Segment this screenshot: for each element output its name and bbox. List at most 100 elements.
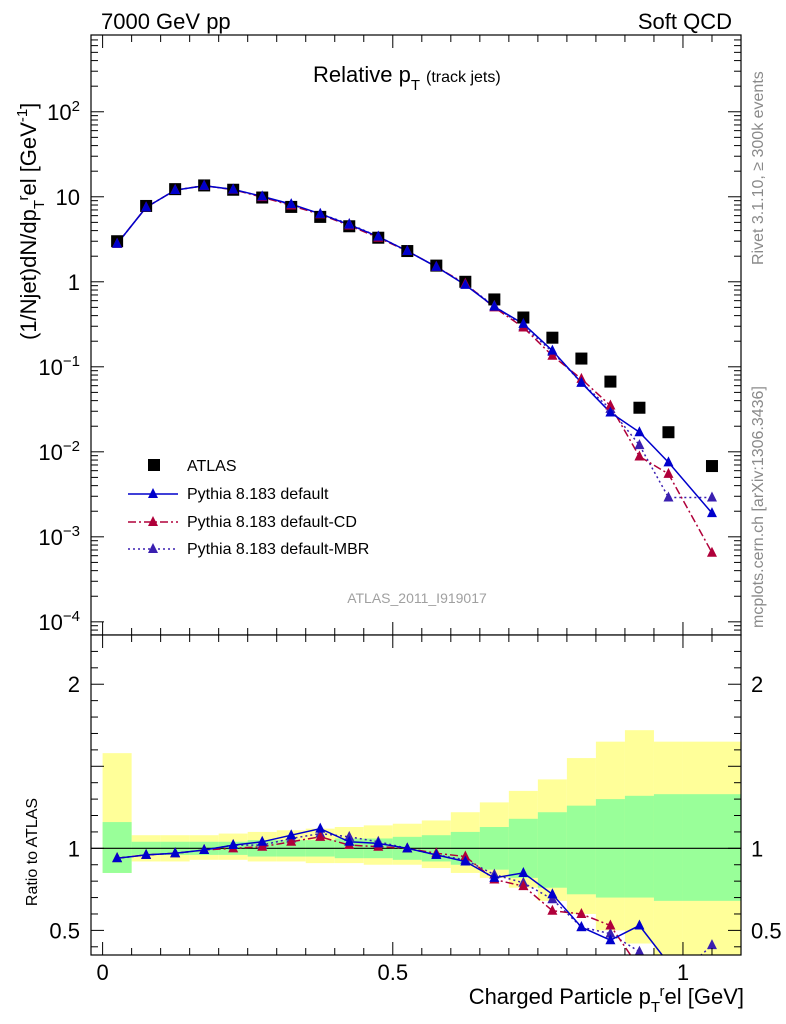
ratio-point-default bbox=[257, 835, 268, 846]
uncertainty-band-stat bbox=[624, 795, 654, 898]
default-point bbox=[228, 183, 239, 194]
default-point bbox=[576, 376, 587, 387]
atlas-point bbox=[633, 401, 646, 414]
ratio-point-default bbox=[112, 852, 123, 863]
uncertainty-band-stat bbox=[653, 794, 683, 901]
main-y-tick-label: 10−4 bbox=[38, 608, 80, 635]
default-point bbox=[489, 300, 500, 311]
main-y-axis-label: (1/Njet)dN/dpTrel [GeV-1] bbox=[14, 103, 48, 340]
uncertainty-band-stat bbox=[566, 805, 596, 895]
default-point bbox=[257, 190, 268, 201]
legend-default-marker bbox=[148, 488, 158, 498]
ratio-plot-area bbox=[91, 635, 741, 955]
cd-point bbox=[547, 349, 558, 360]
ratio-point-default bbox=[431, 848, 442, 859]
cd-point bbox=[663, 467, 674, 478]
ratio-point-default bbox=[170, 847, 181, 858]
ratio-point-default bbox=[286, 829, 297, 840]
ratio-point-cd bbox=[605, 919, 616, 930]
main-background bbox=[91, 35, 741, 635]
atlas-point bbox=[488, 293, 501, 306]
default-point bbox=[431, 260, 442, 271]
ratio-frame bbox=[90, 634, 742, 956]
ratio-y-tick-label-right: 1 bbox=[751, 836, 763, 861]
legend-cd-label: Pythia 8.183 default-CD bbox=[187, 514, 357, 531]
legend-atlas-marker bbox=[148, 459, 160, 471]
ratio-y-tick-label: 0.5 bbox=[49, 918, 80, 943]
ratio-point-default bbox=[402, 842, 413, 853]
default-point bbox=[199, 179, 210, 190]
ratio-point-mbr bbox=[605, 927, 616, 938]
default-point bbox=[170, 184, 181, 195]
ratio-y-tick-label-right: 0.5 bbox=[751, 918, 782, 943]
x-axis-label: Charged Particle pTrel [GeV] bbox=[469, 983, 744, 1016]
default-point bbox=[605, 406, 616, 417]
default-point bbox=[315, 207, 326, 218]
ratio-point-default bbox=[518, 866, 529, 877]
legend-mbr-label: Pythia 8.183 default-MBR bbox=[187, 541, 369, 558]
uncertainty-band-stat bbox=[102, 822, 132, 873]
ratio-y-tick-label-right: 2 bbox=[751, 672, 763, 697]
header-energy: 7000 GeV pp bbox=[101, 9, 231, 34]
atlas-point bbox=[546, 331, 559, 344]
ratio-y-tick-label: 1 bbox=[68, 836, 80, 861]
mbr-point bbox=[634, 439, 645, 450]
legend-cd-marker bbox=[148, 516, 158, 526]
ratio-axes: 0.5 0.5 1 1 2 2 0 0.5 1 bbox=[49, 634, 782, 985]
default-point bbox=[634, 426, 645, 437]
main-series-layer bbox=[111, 179, 718, 557]
ratio-point-default bbox=[460, 855, 471, 866]
default-point bbox=[286, 198, 297, 209]
main-plot-area bbox=[91, 35, 741, 635]
ratio-point-default bbox=[199, 843, 210, 854]
default-point bbox=[663, 456, 674, 467]
cd-point bbox=[605, 399, 616, 410]
ratio-point-default bbox=[605, 934, 616, 945]
atlas-point bbox=[604, 375, 617, 388]
default-point bbox=[518, 317, 529, 328]
default-point bbox=[402, 245, 413, 256]
ratio-point-default bbox=[547, 888, 558, 899]
uncertainty-band-stat bbox=[682, 794, 741, 901]
legend-mbr-marker bbox=[148, 543, 158, 553]
ratio-point-default bbox=[315, 822, 326, 833]
cd-point bbox=[634, 450, 645, 461]
ratio-point-default bbox=[141, 848, 152, 859]
x-tick-label: 0.5 bbox=[377, 960, 408, 985]
ratio-point-default bbox=[228, 839, 239, 850]
mcplots-label: mcplots.cern.ch [arXiv:1306.3436] bbox=[750, 386, 767, 628]
ratio-point-cd bbox=[518, 880, 529, 891]
main-y-tick-label: 10−2 bbox=[38, 438, 80, 465]
default-point bbox=[344, 218, 355, 229]
legend: ATLAS Pythia 8.183 default Pythia 8.183 … bbox=[128, 458, 369, 558]
x-tick-label: 0 bbox=[96, 960, 108, 985]
ratio-point-default bbox=[373, 837, 384, 848]
ratio-y-tick-label: 2 bbox=[68, 672, 80, 697]
ratio-point-mbr bbox=[706, 939, 717, 950]
ratio-point-mbr bbox=[634, 945, 645, 955]
ratio-point-default bbox=[634, 919, 645, 930]
atlas-point bbox=[705, 460, 718, 473]
ratio-point-cd bbox=[315, 830, 326, 841]
default-point bbox=[141, 201, 152, 212]
default-point bbox=[706, 507, 717, 518]
main-title: Relative pT (track jets) bbox=[313, 62, 501, 94]
ratio-series-layer bbox=[112, 822, 717, 955]
ratio-point-default bbox=[576, 921, 587, 932]
main-y-tick-label: 10 bbox=[56, 185, 80, 210]
default-point bbox=[547, 344, 558, 355]
uncertainty-band-stat bbox=[537, 812, 567, 888]
legend-atlas-label: ATLAS bbox=[187, 458, 237, 475]
ratio-point-default bbox=[489, 871, 500, 882]
rivet-label: Rivet 3.1.10, ≥ 300k events bbox=[750, 71, 767, 265]
main-y-tick-label: 10−3 bbox=[38, 523, 80, 550]
atlas-point bbox=[517, 311, 530, 324]
ratio-series-group bbox=[112, 822, 717, 955]
atlas-point bbox=[662, 426, 675, 439]
header-process: Soft QCD bbox=[638, 9, 732, 34]
ratio-point-cd bbox=[547, 904, 558, 915]
default-point bbox=[112, 237, 123, 248]
atlas-point bbox=[575, 352, 588, 365]
mbr-point bbox=[706, 491, 717, 502]
